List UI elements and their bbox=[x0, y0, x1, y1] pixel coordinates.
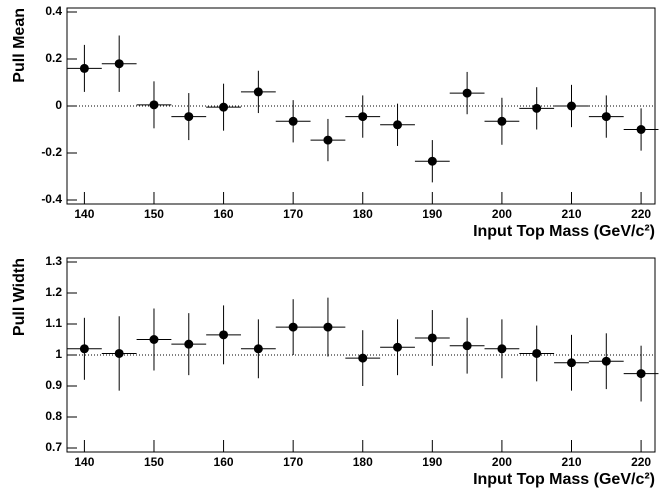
y-tick-label: -0.4 bbox=[41, 192, 62, 206]
x-tick-label: 170 bbox=[283, 207, 303, 221]
point bbox=[149, 100, 159, 110]
y-axis-title: Pull Width bbox=[11, 258, 28, 336]
point bbox=[566, 101, 576, 111]
point bbox=[393, 120, 403, 130]
point bbox=[253, 87, 263, 97]
y-tick-label: 0.7 bbox=[45, 440, 62, 454]
y-tick-label: 1.3 bbox=[45, 254, 62, 268]
point bbox=[497, 344, 507, 354]
point bbox=[288, 322, 298, 332]
point bbox=[219, 330, 229, 340]
y-tick-label: 1 bbox=[55, 347, 62, 361]
point bbox=[636, 369, 646, 379]
point bbox=[566, 358, 576, 368]
x-tick-label: 160 bbox=[214, 455, 234, 469]
y-tick-label: -0.2 bbox=[41, 145, 62, 159]
point bbox=[427, 156, 437, 166]
x-tick-label: 180 bbox=[353, 207, 373, 221]
point bbox=[219, 102, 229, 112]
point bbox=[149, 335, 159, 344]
y-tick-label: 0.9 bbox=[45, 378, 62, 392]
y-tick-label: 1.1 bbox=[45, 316, 62, 330]
x-tick-label: 210 bbox=[561, 207, 581, 221]
x-tick-label: 150 bbox=[144, 207, 164, 221]
point bbox=[288, 116, 298, 126]
point bbox=[323, 135, 333, 145]
x-tick-label: 200 bbox=[492, 207, 512, 221]
point bbox=[532, 348, 542, 358]
x-tick-label: 180 bbox=[353, 455, 373, 469]
x-tick-label: 140 bbox=[74, 455, 94, 469]
point bbox=[253, 344, 263, 354]
point bbox=[358, 353, 368, 363]
point bbox=[427, 333, 437, 343]
point bbox=[462, 88, 472, 98]
point bbox=[532, 103, 542, 113]
x-tick-label: 220 bbox=[631, 455, 651, 469]
y-tick-label: 1.2 bbox=[45, 285, 62, 299]
point bbox=[497, 116, 507, 126]
point bbox=[114, 59, 124, 69]
point bbox=[358, 112, 368, 122]
x-tick-label: 160 bbox=[214, 207, 234, 221]
point bbox=[601, 356, 611, 366]
y-axis-title: Pull Mean bbox=[11, 8, 28, 83]
x-tick-label: 210 bbox=[561, 455, 581, 469]
point bbox=[393, 342, 403, 352]
x-tick-label: 150 bbox=[144, 455, 164, 469]
x-tick-label: 140 bbox=[74, 207, 94, 221]
x-tick-label: 190 bbox=[422, 207, 442, 221]
point bbox=[323, 322, 333, 332]
point bbox=[636, 125, 646, 134]
x-axis-title: Input Top Mass (GeV/c²) bbox=[473, 471, 655, 488]
x-axis-title: Input Top Mass (GeV/c²) bbox=[473, 223, 655, 240]
y-tick-label: 0 bbox=[55, 98, 62, 112]
point bbox=[79, 344, 89, 354]
point bbox=[79, 63, 89, 73]
point bbox=[184, 339, 194, 349]
x-tick-label: 190 bbox=[422, 455, 442, 469]
point bbox=[184, 112, 194, 122]
x-tick-label: 170 bbox=[283, 455, 303, 469]
x-tick-label: 220 bbox=[631, 207, 651, 221]
y-tick-label: 0.8 bbox=[45, 409, 62, 423]
point bbox=[114, 348, 124, 358]
y-tick-label: 0.4 bbox=[45, 4, 62, 18]
x-tick-label: 200 bbox=[492, 455, 512, 469]
y-tick-label: 0.2 bbox=[45, 51, 62, 65]
point bbox=[601, 112, 611, 122]
point bbox=[462, 341, 472, 351]
